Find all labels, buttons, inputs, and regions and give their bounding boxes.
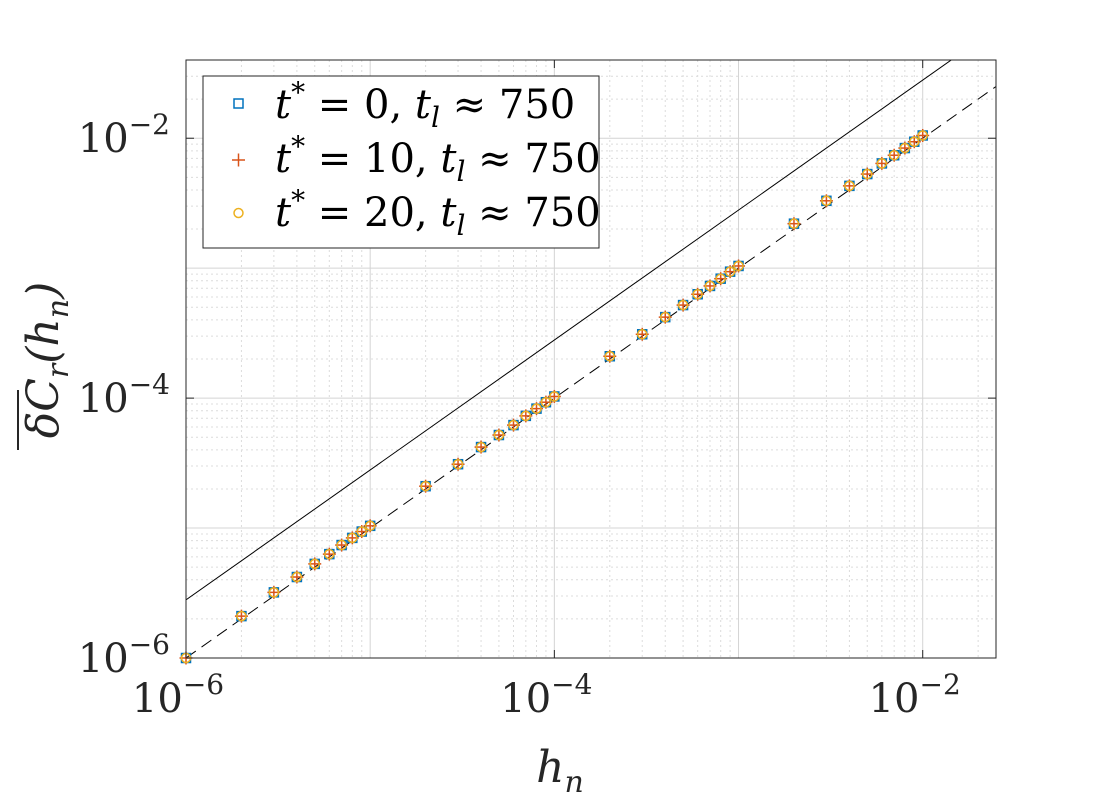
y-axis-label: δCr(hn) — [17, 282, 76, 450]
circle-marker-point — [724, 266, 736, 277]
reference-lines — [186, 60, 996, 658]
svg-text:δCr(hn): δCr(hn) — [18, 282, 76, 439]
legend: t* = 0, tl ≈ 750 t* = 10, tl ≈ 750 t* = … — [202, 75, 601, 249]
circle-marker-point — [452, 458, 464, 470]
circle-marker-point — [862, 168, 873, 180]
legend-entry-2: t* = 20, tl ≈ 750 — [233, 184, 601, 242]
circle-marker-point — [733, 260, 744, 272]
plot-frame — [185, 59, 997, 659]
circle-marker-point — [364, 520, 376, 532]
circle-marker-point — [636, 329, 648, 340]
y-axis-ticks: 10−6 10−4 10−2 — [78, 108, 996, 682]
y-tick-label: 10−6 — [78, 628, 170, 682]
circle-marker-point — [531, 403, 542, 414]
x-axis-label: hn — [536, 742, 584, 800]
circle-marker-point — [844, 180, 855, 192]
circle-marker-point — [336, 539, 347, 551]
legend-square-marker — [233, 98, 244, 109]
x-tick-label: 10−4 — [500, 668, 592, 722]
circle-marker-point — [659, 311, 671, 323]
legend-entry-1: t* = 10, tl ≈ 750 — [232, 130, 601, 188]
circle-marker-point — [876, 158, 888, 169]
legend-box — [202, 75, 600, 249]
solid-reference-line — [186, 60, 953, 601]
y-tick-label: 10−2 — [78, 108, 170, 162]
x-tick-label: 10−6 — [132, 668, 224, 722]
legend-label-1: t* = 10, tl ≈ 750 — [275, 130, 601, 188]
circle-marker-point — [677, 299, 689, 311]
circle-marker-point — [268, 587, 280, 598]
circle-marker-point — [475, 441, 487, 453]
circle-marker-point — [604, 350, 616, 362]
circle-marker-point — [692, 288, 703, 300]
circle-marker-point — [236, 610, 247, 622]
y-tick-label: 10−4 — [78, 368, 170, 422]
circle-marker-point — [540, 396, 552, 408]
circle-marker-point — [549, 391, 560, 402]
circle-marker-point — [309, 558, 320, 570]
x-axis-ticks: 10−6 10−4 10−2 — [132, 60, 961, 722]
legend-circle-marker — [233, 207, 244, 219]
legend-label-0: t* = 0, tl ≈ 750 — [275, 76, 575, 134]
circle-marker-point — [347, 532, 358, 544]
circle-marker-point — [715, 273, 726, 284]
circle-marker-point — [899, 142, 911, 154]
x-tick-label: 10−2 — [869, 668, 961, 722]
circle-marker-point — [909, 136, 920, 147]
circle-marker-point — [356, 526, 367, 537]
data-markers — [179, 128, 930, 665]
circle-marker-point — [508, 419, 519, 431]
circle-marker-point — [324, 548, 335, 560]
circle-marker-point — [888, 149, 900, 161]
circle-marker-point — [493, 429, 505, 441]
circle-marker-point — [291, 571, 303, 583]
dashed-reference-line — [186, 86, 996, 658]
circle-marker-point — [821, 195, 832, 207]
circle-marker-point — [520, 410, 532, 422]
legend-entry-0: t* = 0, tl ≈ 750 — [233, 76, 575, 134]
circle-marker-point — [704, 280, 716, 292]
circle-marker-point — [788, 218, 800, 229]
circle-marker-point — [420, 480, 431, 492]
legend-label-2: t* = 20, tl ≈ 750 — [275, 184, 601, 242]
circle-marker-point — [917, 130, 928, 141]
